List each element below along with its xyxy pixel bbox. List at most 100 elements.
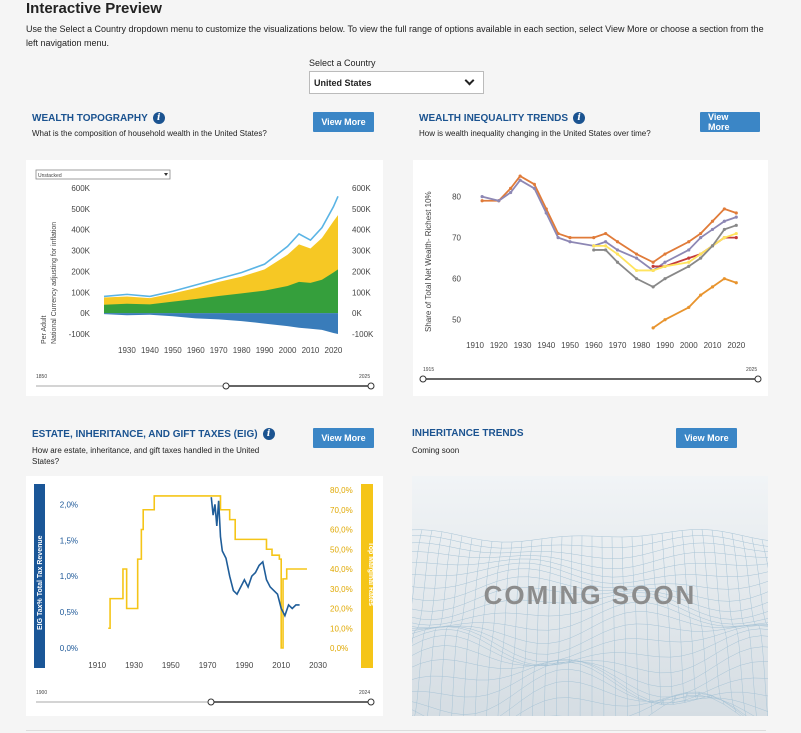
eig-title-text: ESTATE, INHERITANCE, AND GIFT TAXES (EIG… [32,428,258,440]
series-point [663,277,667,281]
series-point [722,207,726,211]
inequality-slider-handle-end[interactable] [754,375,762,383]
country-select-label: Select a Country [309,58,376,68]
y-tick-label-left: 0K [80,309,90,318]
eig-subtitle: How are estate, inheritance, and gift ta… [32,446,260,466]
x-tick-label: 1910 [466,341,484,350]
x-tick-label: 1960 [187,346,205,355]
series-point [699,256,703,260]
x-tick-label: 2010 [272,661,290,670]
y-tick-label-right: 40,0% [330,565,353,574]
stack-mode-dropdown[interactable] [35,169,171,180]
series-point [615,248,620,252]
info-icon[interactable]: i [262,428,275,440]
series-point [687,240,691,244]
wireframe-line [631,536,641,716]
x-tick-label: 2020 [325,346,343,355]
y-tick-label-left: 200K [71,267,90,276]
series-area-green [104,269,338,314]
topography-slider-handle-end[interactable] [367,382,375,390]
series-point [592,248,596,252]
y-tick-label-right: 80,0% [330,486,353,495]
eig-right-axis-label: Top Marginal Rates [367,542,374,606]
series-point [663,318,667,322]
topography-slider-handle-start[interactable] [222,382,230,390]
series-point [615,260,620,264]
series-point [509,190,513,195]
y-tick-label-right: 500K [352,205,371,214]
series-point [556,236,560,240]
series-point [532,182,536,186]
wireframe-line [414,531,443,716]
wireframe-line [661,533,677,706]
series-point [722,236,726,240]
series-point [592,236,596,240]
x-tick-label: 1950 [164,346,182,355]
series-point [710,244,715,248]
series-point [687,256,691,260]
x-tick-label: 1970 [609,341,627,350]
y-tick-label: 70 [452,234,461,243]
series-point [734,281,738,285]
wireframe-line [567,535,573,716]
series-point [615,240,620,244]
wireframe-line [474,541,493,716]
series-point [734,236,738,240]
wireframe-line [451,538,473,716]
wireframe-line [532,538,543,716]
series-point [480,195,484,199]
wireframe-line [544,537,553,716]
info-icon[interactable]: i [152,112,165,124]
series-point [651,326,655,330]
inheritance-coming-soon-panel: COMING SOON [412,476,768,716]
series-point [480,199,484,203]
y-tick-label-left: 1,0% [60,572,78,581]
series-point [663,260,667,264]
topography-view-more-button[interactable]: View More [313,112,374,132]
eig-slider-handle-start[interactable] [207,698,215,706]
y-tick-label-right: 0,0% [330,644,348,653]
series-point [710,219,715,223]
series-point [699,252,703,256]
eig-slider-handle-end[interactable] [367,698,375,706]
series-point [497,199,501,203]
y-axis-label: National Currency adjusting for inflatio… [51,222,58,344]
info-icon[interactable]: i [573,112,586,124]
x-tick-label: 1960 [585,341,603,350]
inequality-view-more-button[interactable]: View More [700,112,760,132]
eig-left-axis-band [34,484,45,668]
wireframe-line [691,529,713,699]
x-tick-label: 2030 [309,661,327,670]
country-select[interactable]: United States [309,71,484,94]
x-tick-label: 1980 [632,341,650,350]
series-point [592,244,596,248]
eig-view-more-button[interactable]: View More [313,428,374,448]
x-tick-label: 1930 [125,661,143,670]
topography-title-text: WEALTH TOPOGRAPHY [32,112,148,124]
inequality-slider-handle-start[interactable] [419,375,427,383]
wireframe-line [486,542,503,716]
eig-slider-end: 2024 [359,690,370,696]
stack-mode-dropdown-value: Unstacked [38,173,62,179]
y-tick-label-right: 100K [352,288,371,297]
series-point [699,236,703,240]
wireframe-line [681,530,701,700]
inheritance-view-more-button[interactable]: View More [676,428,737,448]
wireframe-line [611,536,617,716]
series-point [615,252,620,256]
y-tick-label-right: 400K [352,226,371,235]
y-tick-label-right: 200K [352,267,371,276]
y-tick-label-left: 100K [71,288,90,297]
series-point [710,227,715,232]
series-line-top-rate [108,495,307,649]
inequality-slider-start: 1915 [423,367,434,373]
intro-text: Use the Select a Country dropdown menu t… [26,24,764,48]
y-tick-label-right: 300K [352,247,371,256]
series-point [663,264,667,268]
inheritance-title: INHERITANCE TRENDS [412,428,523,439]
x-tick-label: 1930 [118,346,136,355]
coming-soon-text: COMING SOON [484,580,697,610]
wireframe-line [520,540,533,716]
wireframe-line [601,536,605,716]
series-point [568,236,572,240]
